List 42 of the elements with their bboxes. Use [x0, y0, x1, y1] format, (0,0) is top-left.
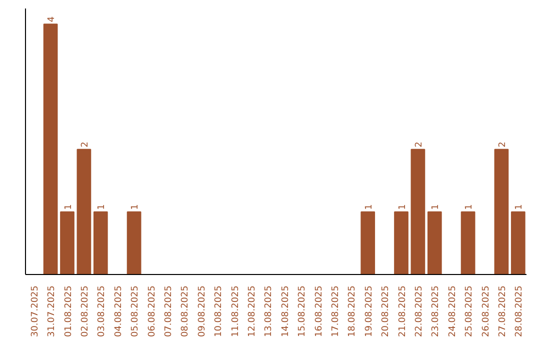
x-tick-label: 23.08.2025	[431, 286, 442, 338]
x-tick-label: 20.08.2025	[381, 286, 392, 338]
x-tick-label: 13.08.2025	[264, 286, 274, 338]
x-tick-label: 19.08.2025	[364, 286, 374, 338]
x-tick-label: 16.08.2025	[314, 286, 324, 338]
x-tick-label: 30.07.2025	[30, 286, 40, 338]
x-tick-label: 05.08.2025	[130, 286, 141, 338]
data-label: 2	[498, 142, 508, 148]
data-label: 2	[80, 142, 90, 148]
x-tick-label: 18.08.2025	[348, 286, 358, 338]
data-label: 2	[414, 142, 424, 148]
x-tick-label: 04.08.2025	[114, 286, 124, 338]
x-tick-label: 31.07.2025	[47, 286, 58, 338]
x-tick-label: 21.08.2025	[398, 286, 408, 338]
x-tick-label: 01.08.2025	[64, 286, 74, 338]
data-label: 1	[97, 204, 108, 210]
x-tick-label: 24.08.2025	[448, 286, 458, 338]
x-tick-label: 06.08.2025	[147, 286, 158, 338]
x-tick-label: 02.08.2025	[80, 286, 90, 338]
x-tick-label: 15.08.2025	[298, 286, 308, 338]
data-label: 1	[464, 204, 475, 210]
x-tick-label: 27.08.2025	[498, 286, 508, 338]
data-label: 1	[130, 204, 141, 210]
data-label: 4	[47, 16, 58, 22]
data-label: 1	[431, 204, 442, 210]
x-tick-label: 08.08.2025	[180, 286, 191, 338]
x-tick-label: 10.08.2025	[214, 286, 224, 338]
x-tick-label: 07.08.2025	[164, 286, 174, 338]
x-tick-label: 25.08.2025	[464, 286, 475, 338]
data-label: 1	[398, 204, 408, 210]
data-label: 1	[364, 204, 374, 210]
x-tick-label: 03.08.2025	[97, 286, 108, 338]
x-tick-label: 14.08.2025	[280, 286, 291, 338]
x-tick-label: 22.08.2025	[414, 286, 424, 338]
x-tick-label: 09.08.2025	[197, 286, 208, 338]
x-tick-label: 28.08.2025	[514, 286, 525, 338]
x-tick-label: 17.08.2025	[330, 286, 341, 338]
x-tick-label: 12.08.2025	[247, 286, 258, 338]
data-label: 1	[514, 204, 525, 210]
data-label: 1	[64, 204, 74, 210]
x-tick-label: 11.08.2025	[230, 286, 241, 338]
x-tick-label: 26.08.2025	[481, 286, 492, 338]
